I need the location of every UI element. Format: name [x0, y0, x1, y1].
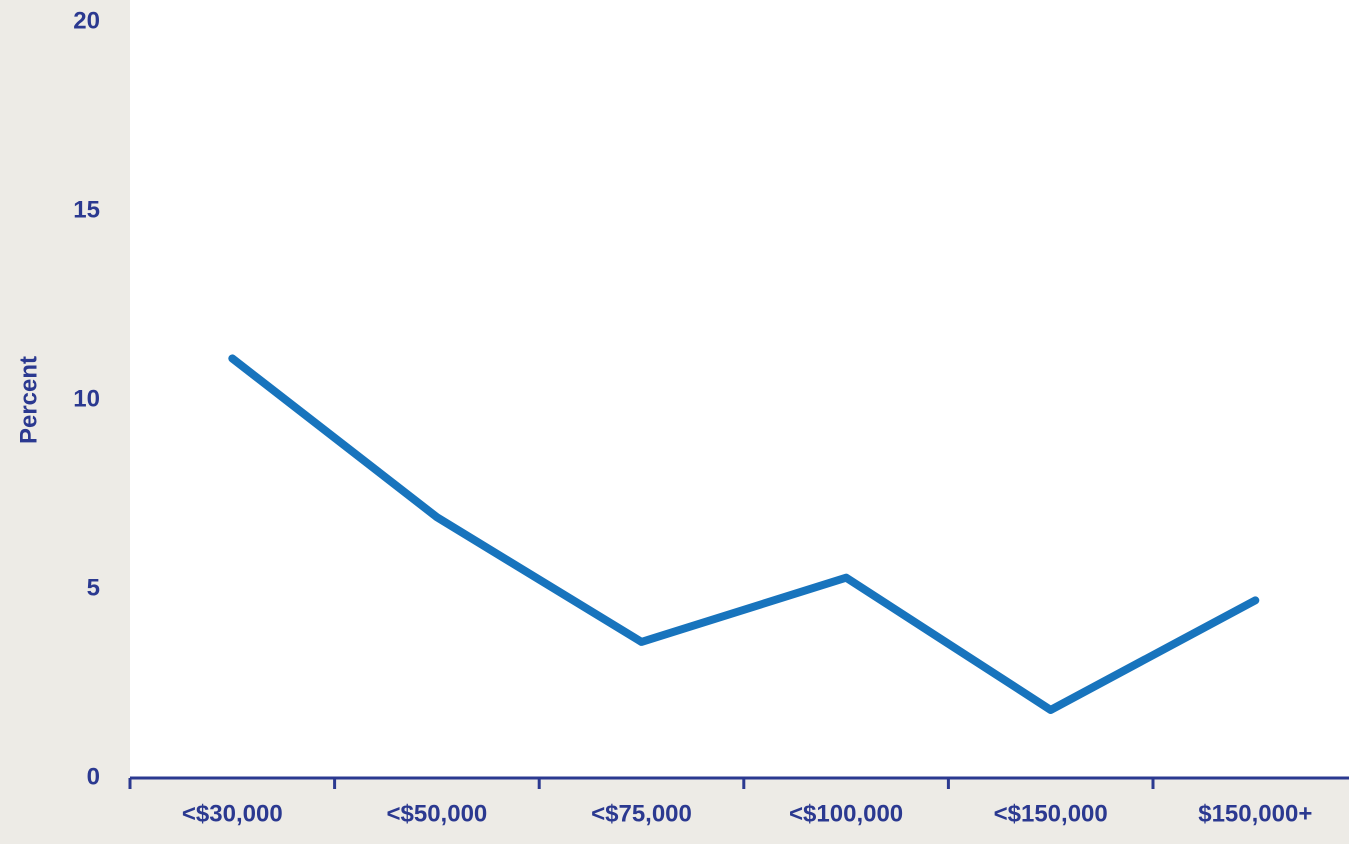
plot-area — [130, 0, 1349, 778]
y-tick-label: 5 — [87, 574, 100, 601]
x-tick-label: <$100,000 — [789, 800, 903, 827]
line-series — [228, 354, 1260, 714]
x-tick-label: <$50,000 — [387, 800, 488, 827]
y-tick-label: 10 — [73, 385, 100, 412]
x-tick-label: <$30,000 — [182, 800, 283, 827]
y-tick-label: 20 — [73, 7, 100, 34]
y-tick-label: 15 — [73, 196, 100, 223]
x-tick-label: <$75,000 — [591, 800, 692, 827]
y-tick-label: 0 — [87, 763, 100, 790]
x-tick-label: $150,000+ — [1198, 800, 1312, 827]
y-axis-label: Percent — [15, 356, 42, 444]
x-tick-label: <$150,000 — [994, 800, 1108, 827]
